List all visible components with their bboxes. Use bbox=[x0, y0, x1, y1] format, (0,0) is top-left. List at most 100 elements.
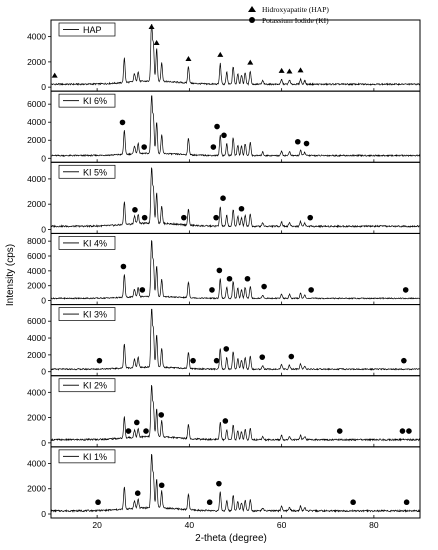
panel-hap: 0 2000 4000 HAP bbox=[27, 19, 421, 92]
xrd-pattern bbox=[50, 240, 421, 300]
ki-peak-marker bbox=[214, 123, 220, 130]
y-tick-label: 4000 bbox=[27, 333, 46, 343]
ki-peak-marker bbox=[213, 214, 219, 221]
panel-ki-6-: 0 2000 4000 6000 KI 6% bbox=[27, 90, 421, 163]
y-tick-label: 0 bbox=[41, 509, 46, 519]
ki-peak-marker bbox=[221, 132, 227, 139]
panel-label-box bbox=[58, 307, 116, 321]
y-tick-label: 2000 bbox=[27, 135, 46, 145]
x-tick-label: 20 bbox=[92, 520, 102, 530]
xrd-pattern bbox=[50, 167, 421, 229]
y-tick-label: 4000 bbox=[27, 117, 46, 127]
x-axis-title: 2-theta (degree) bbox=[195, 533, 267, 544]
y-tick-label: 2000 bbox=[27, 484, 46, 494]
panel-ki-4-: 0 2000 4000 6000 8000 KI 4% bbox=[27, 232, 421, 306]
y-axis-title: Intensity (cps) bbox=[5, 244, 16, 306]
ki-peak-marker bbox=[401, 357, 407, 364]
panel-label-box bbox=[58, 164, 116, 179]
panel-frame bbox=[50, 446, 421, 519]
panel-label: HAP bbox=[83, 25, 102, 35]
ki-peak-marker bbox=[226, 275, 233, 282]
xrd-pattern bbox=[50, 308, 421, 371]
ki-peak-marker bbox=[119, 119, 126, 126]
hap-peak-marker bbox=[278, 67, 285, 73]
x-tick-label: 80 bbox=[369, 520, 379, 530]
ki-peak-marker bbox=[244, 275, 251, 282]
panel-ki-1-: 0 2000 4000 KI 1% bbox=[27, 446, 421, 519]
hap-peak-marker bbox=[185, 56, 192, 62]
ki-peak-marker bbox=[120, 263, 127, 270]
panel-ki-5-: 0 2000 4000 KI 5% bbox=[27, 161, 421, 234]
ki-peak-marker bbox=[216, 267, 223, 274]
panel-label: KI 2% bbox=[83, 381, 107, 391]
panel-label-box bbox=[58, 236, 116, 250]
y-tick-label: 4000 bbox=[27, 32, 46, 42]
xrd-pattern bbox=[50, 24, 421, 87]
ki-peak-marker bbox=[134, 490, 141, 496]
hap-peak-marker bbox=[247, 59, 254, 65]
y-tick-label: 2000 bbox=[27, 199, 46, 209]
ki-peak-marker bbox=[294, 138, 301, 145]
hap-peak-marker bbox=[148, 24, 155, 29]
ki-peak-marker bbox=[132, 207, 138, 213]
y-tick-label: 2000 bbox=[27, 350, 46, 360]
x-tick-label: 60 bbox=[277, 520, 287, 530]
y-tick-label: 0 bbox=[41, 224, 46, 234]
ki-peak-marker bbox=[206, 499, 213, 506]
y-tick-label: 0 bbox=[41, 438, 46, 448]
xrd-pattern bbox=[50, 385, 421, 442]
panel-label-box bbox=[58, 378, 116, 393]
ki-peak-marker bbox=[238, 205, 245, 212]
ki-peak-marker bbox=[190, 357, 196, 364]
y-tick-label: 8000 bbox=[27, 236, 46, 246]
legend: Hidroxyapatite (HAP) Potassium Iodide (K… bbox=[248, 5, 329, 25]
ki-peak-marker bbox=[403, 499, 410, 506]
panel-label-box bbox=[58, 93, 116, 108]
hap-peak-marker bbox=[51, 72, 58, 78]
ki-peak-marker bbox=[143, 428, 149, 434]
legend-triangle-marker bbox=[248, 6, 256, 12]
y-tick-label: 6000 bbox=[27, 99, 46, 109]
ki-peak-marker bbox=[210, 144, 217, 150]
y-tick-label: 2000 bbox=[27, 281, 46, 291]
ki-peak-marker bbox=[141, 144, 147, 150]
ki-peak-marker bbox=[220, 195, 226, 201]
y-tick-label: 6000 bbox=[27, 251, 46, 261]
ki-peak-marker bbox=[181, 214, 187, 221]
ki-peak-marker bbox=[222, 418, 229, 424]
xrd-pattern bbox=[50, 453, 421, 513]
y-tick-label: 0 bbox=[41, 367, 46, 377]
panel-label-box bbox=[58, 449, 116, 464]
y-tick-label: 2000 bbox=[27, 413, 46, 423]
ki-peak-marker bbox=[223, 346, 230, 352]
legend-hap-label: Hidroxyapatite (HAP) bbox=[262, 5, 329, 14]
ki-peak-marker bbox=[95, 499, 101, 506]
ki-peak-marker bbox=[139, 287, 146, 293]
panel-label: KI 3% bbox=[83, 310, 107, 320]
panel-label: KI 4% bbox=[83, 238, 107, 248]
ki-peak-marker bbox=[213, 357, 220, 364]
x-axis: 20 40 60 80 bbox=[92, 520, 378, 530]
ki-peak-marker bbox=[336, 428, 343, 434]
ki-peak-marker bbox=[303, 140, 310, 147]
panel-label-box bbox=[58, 22, 116, 37]
panels: 0 2000 4000 HAP 0 2000 4000 6000 KI 6% 0 2000 4000 K… bbox=[27, 19, 421, 519]
ki-peak-marker bbox=[141, 214, 148, 221]
ki-peak-marker bbox=[288, 353, 295, 360]
hap-peak-marker bbox=[153, 40, 160, 46]
xrd-pattern bbox=[51, 95, 421, 158]
ki-peak-marker bbox=[350, 499, 356, 506]
panel-label: KI 1% bbox=[83, 452, 107, 462]
y-tick-label: 4000 bbox=[27, 266, 46, 276]
ki-peak-marker bbox=[406, 428, 412, 434]
ki-peak-marker bbox=[399, 428, 406, 434]
y-tick-label: 0 bbox=[41, 296, 46, 306]
ki-peak-marker bbox=[402, 287, 409, 293]
y-tick-label: 2000 bbox=[27, 57, 46, 67]
panel-label: KI 6% bbox=[83, 96, 107, 106]
hap-peak-marker bbox=[297, 67, 304, 73]
panel-ki-3-: 0 2000 4000 6000 KI 3% bbox=[27, 304, 421, 377]
y-tick-label: 0 bbox=[41, 82, 46, 92]
y-tick-label: 4000 bbox=[27, 458, 46, 468]
